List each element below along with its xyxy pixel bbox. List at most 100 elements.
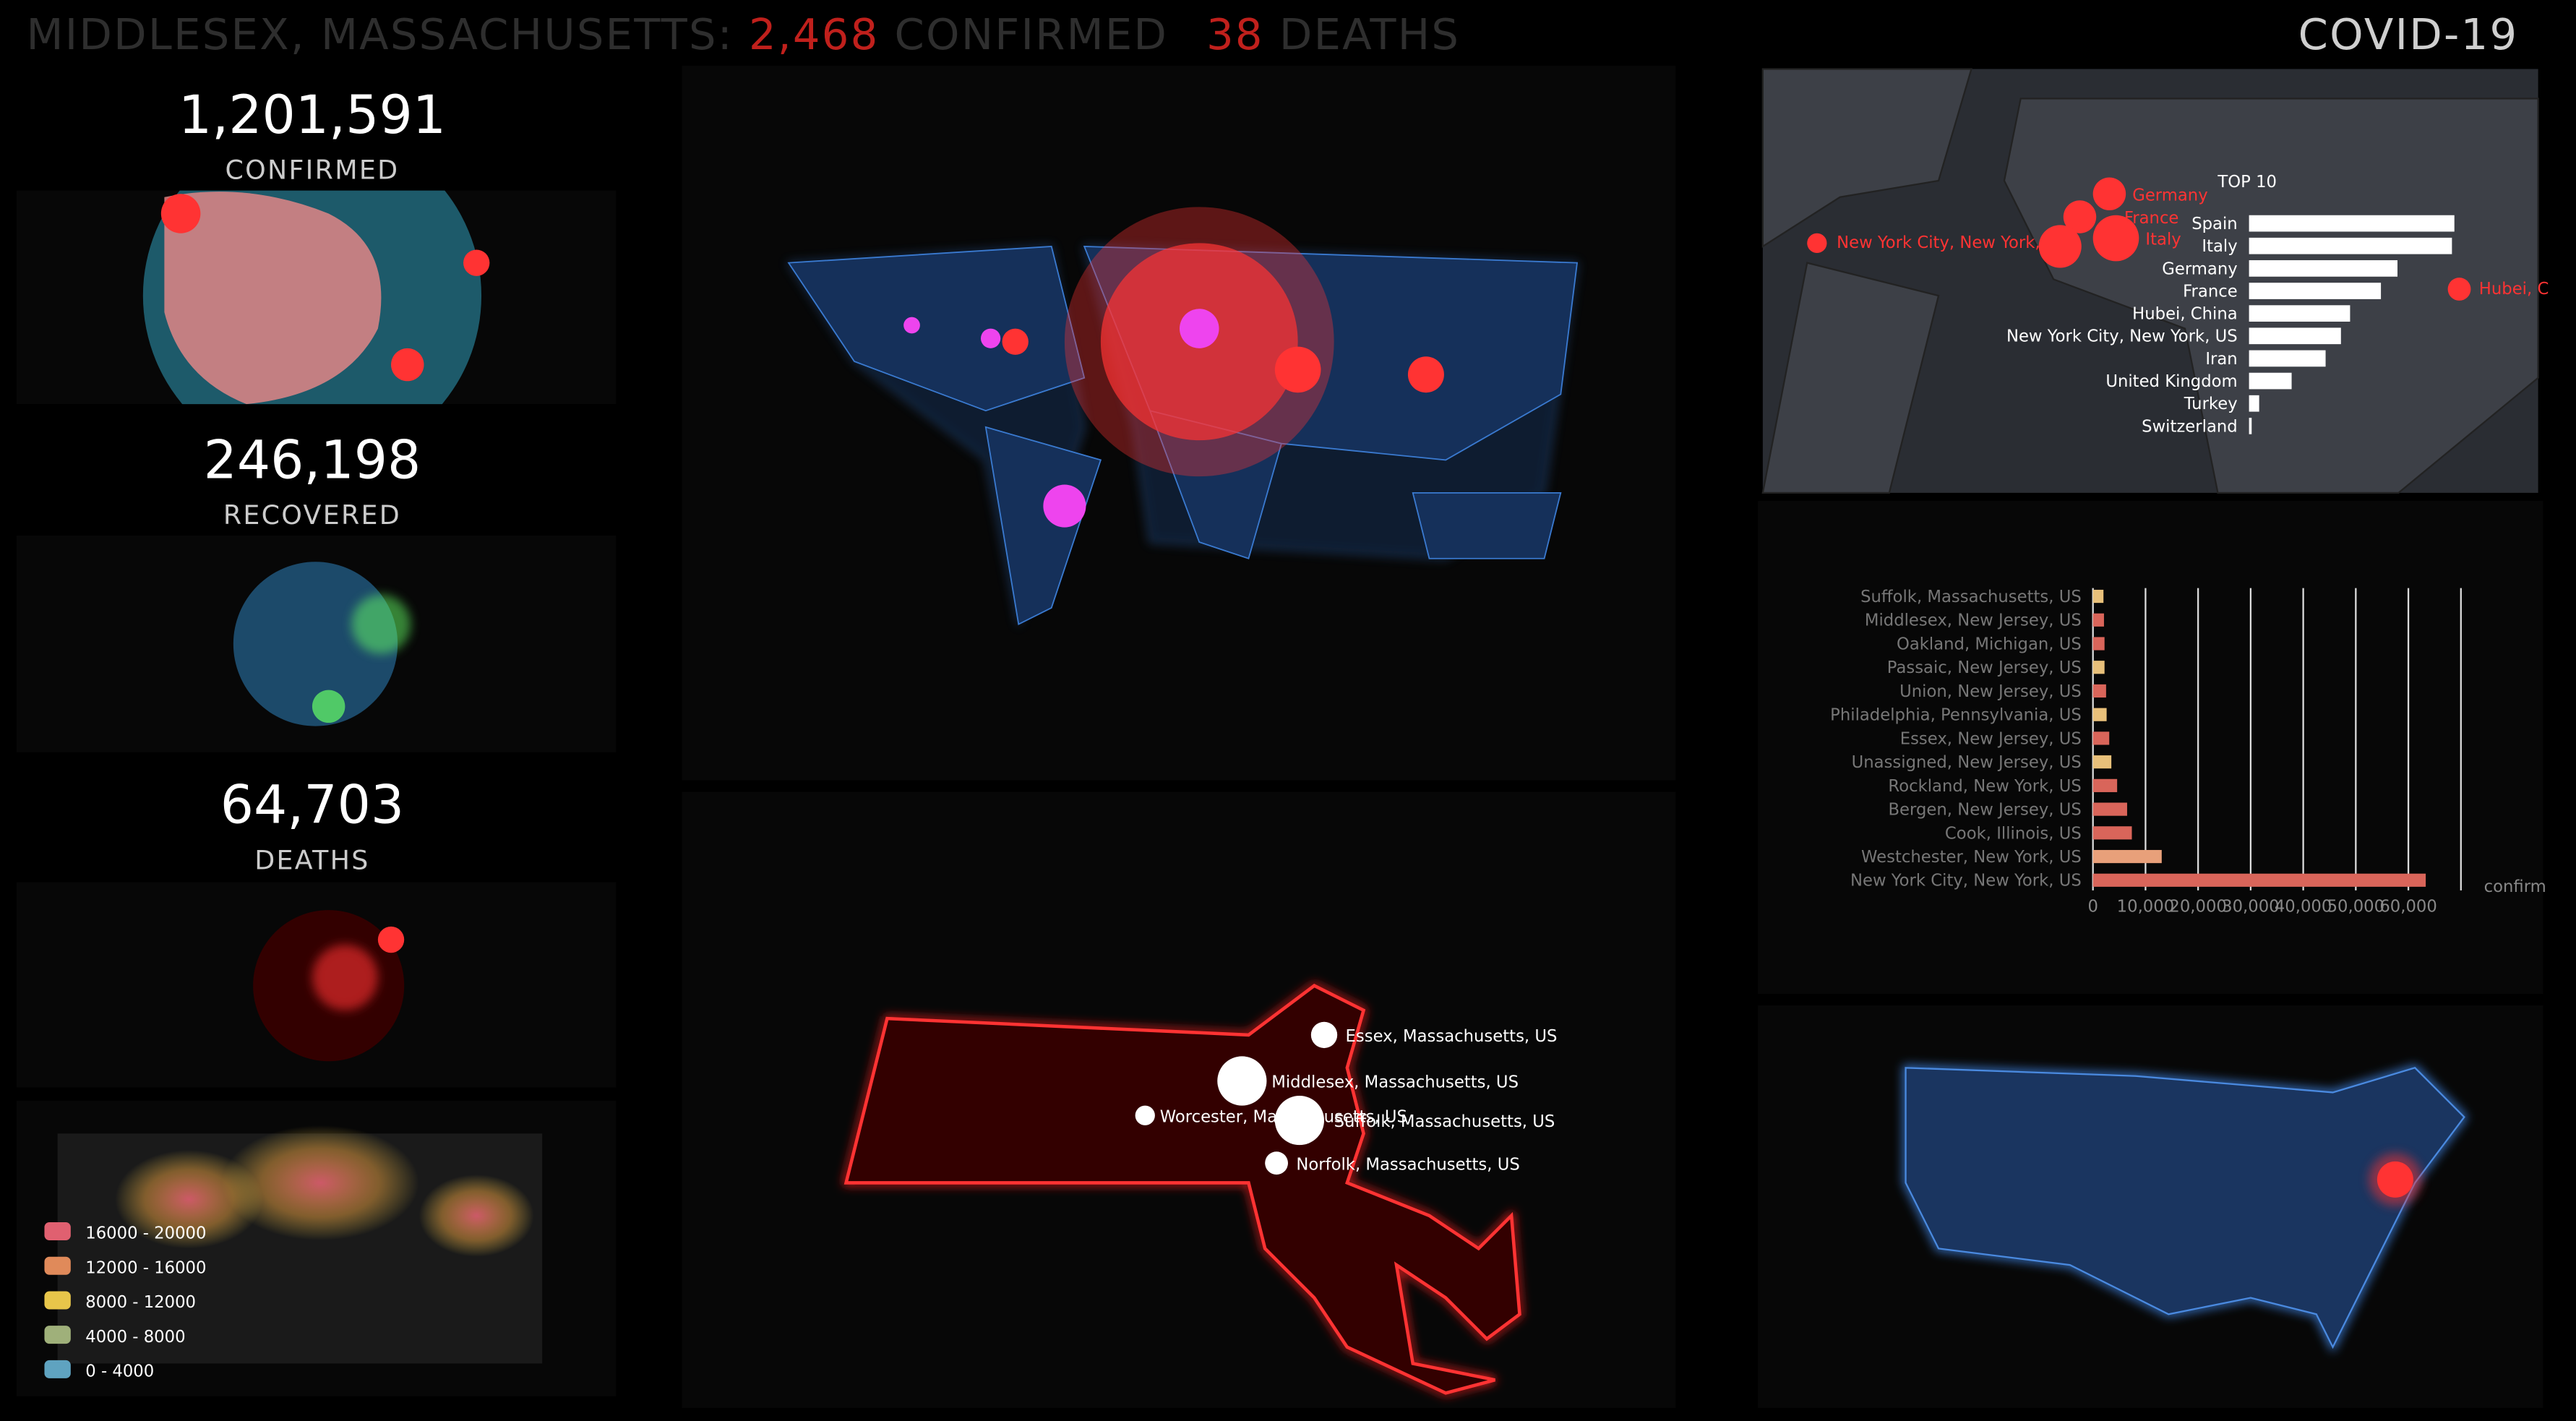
legend-swatch [44,1291,71,1310]
chart-title: TOP 10 [2217,173,2277,192]
stat-value: 1,201,591 [179,85,446,146]
bubble [1310,1021,1338,1049]
bubble [312,690,345,724]
map-label: Hubei, C [2479,280,2549,299]
bar [2092,637,2105,651]
bar [2249,350,2326,367]
bar [2249,395,2259,412]
bubble [1043,484,1086,528]
bubble [1265,1151,1288,1175]
heat-map [57,1125,543,1364]
bubble [160,194,201,233]
bar [2249,305,2350,322]
x-tick-label: 40,000 [2275,897,2332,916]
bubble [2377,1161,2413,1198]
bar [2092,755,2112,769]
bubble [980,328,1001,348]
ma-map [843,982,1523,1396]
bar [2092,778,2118,792]
bubble [1217,1056,1267,1106]
bar [2092,873,2426,887]
legend-swatch [44,1256,71,1275]
category-label: Passaic, New Jersey, US [1887,658,2082,677]
recovered-globe [233,562,411,726]
category-label: Hubei, China [2132,305,2238,324]
bubble [463,249,490,276]
bubble [2092,177,2126,210]
us-map [1903,1065,2468,1353]
x-tick-label: 60,000 [2379,897,2437,916]
category-label: Oakland, Michigan, US [1897,635,2082,653]
x-tick-label: 0 [2087,897,2098,916]
stat-value: 246,198 [204,429,421,491]
category-label: Westchester, New York, US [1861,848,2082,867]
bubble [903,317,920,334]
world-map [787,207,1579,628]
bubble [2063,200,2097,233]
heat-spot [221,1125,419,1240]
legend-swatch [44,1222,71,1240]
category-label: Turkey [2184,395,2238,413]
bubble [391,348,424,382]
x-tick-label: 10,000 [2117,897,2175,916]
bar [2249,283,2382,299]
confirmed-label: CONFIRMED [895,9,1169,59]
legend-swatch [44,1360,71,1378]
bar [2249,215,2455,232]
deaths-count: 38 [1206,9,1264,59]
bar [2249,327,2341,345]
bar [2249,237,2452,254]
map-labels: Germany France Italy New York City, New Yor… [1837,186,2549,299]
category-label: Cook, Illinois, US [1945,824,2082,843]
bubble [1135,1105,1155,1125]
bubble [377,926,405,953]
legend-swatch [44,1326,71,1344]
category-label: Italy [2202,237,2237,256]
bubble [1179,309,1219,348]
deaths-globe [253,910,405,1062]
bubble [2447,278,2471,301]
bar [2092,613,2104,627]
county-label: Worcester, Massachusetts, US [1160,1107,1407,1126]
app-title: COVID-19 [2298,9,2519,59]
category-label: Middlesex, New Jersey, US [1865,611,2082,630]
bar [2092,802,2127,816]
stat-label: RECOVERED [223,499,401,531]
category-label: Essex, New Jersey, US [1900,729,2082,748]
bar [2092,661,2105,674]
bubble [2038,225,2082,268]
ma-labels: Essex, Massachusetts, US Middlesex, Massa… [1160,1027,1558,1174]
bubble [351,594,411,654]
bar [2092,826,2132,840]
bar [2249,417,2252,434]
category-label: Philadelphia, Pennsylvania, US [1830,706,2082,725]
stat-label: DEATHS [254,844,369,875]
map-land [1761,68,2539,494]
land [164,192,382,405]
category-label: Suffolk, Massachusetts, US [1860,588,2082,606]
category-label: Rockland, New York, US [1888,777,2081,796]
bar [2249,260,2398,277]
legend-label: 4000 - 8000 [85,1328,185,1347]
category-label: France [2183,282,2238,301]
map-label: New York City, New York, [1837,233,2040,252]
x-tick-label: 30,000 [2222,897,2280,916]
legend-label: 8000 - 12000 [85,1293,196,1312]
bubble [1407,356,1444,393]
confirmed-globe [142,190,490,405]
panel [1758,501,2543,995]
map-label: Italy [2145,231,2181,249]
stat-label: CONFIRMED [225,155,399,186]
bubble [1274,346,1321,393]
category-label: Bergen, New Jersey, US [1888,801,2081,820]
category-label: United Kingdom [2105,372,2237,391]
legend: 16000 - 20000 12000 - 16000 8000 - 12000 40… [44,1222,206,1381]
county-label: Essex, Massachusetts, US [1346,1027,1558,1046]
heat-spot [418,1175,534,1257]
category-label: Iran [2205,350,2237,369]
globe [233,562,398,726]
map-label: France [2124,209,2179,228]
heat-spot [115,1149,263,1249]
